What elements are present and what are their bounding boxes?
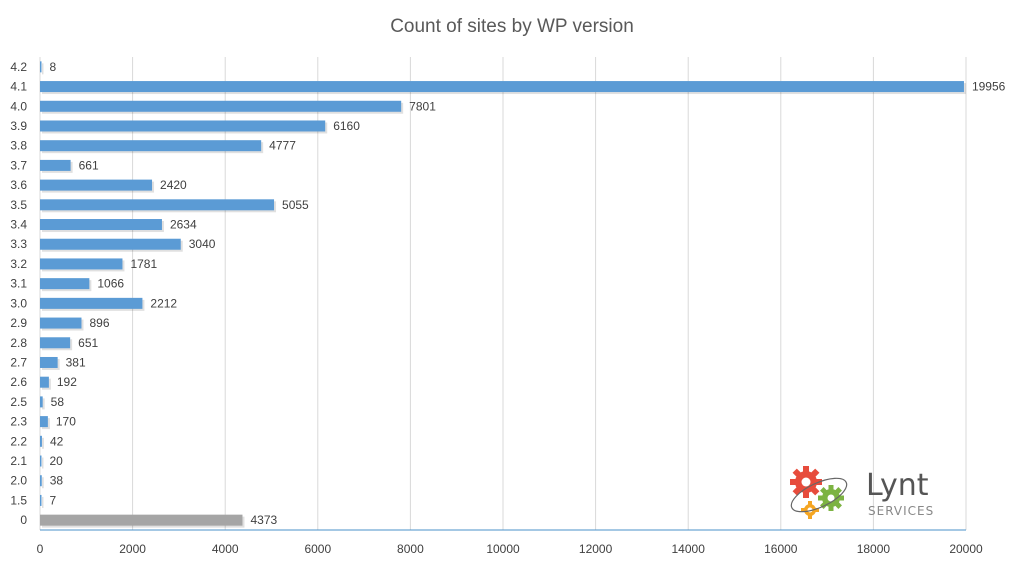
data-label: 19956 [972,80,1006,94]
category-label: 3.6 [10,178,27,192]
bar [40,219,162,231]
x-tick-label: 10000 [486,542,520,556]
data-label: 7801 [409,99,436,113]
data-label: 6160 [333,119,360,133]
category-label: 3.9 [10,119,27,133]
data-label: 2634 [170,218,197,232]
bar [40,396,43,408]
bar [40,61,42,73]
bar [40,455,42,467]
bar [40,238,181,250]
bar [40,258,123,270]
category-label: 3.5 [10,198,27,212]
x-tick-label: 0 [37,542,44,556]
x-tick-label: 8000 [397,542,424,556]
bar [40,297,143,309]
data-label: 7 [50,493,57,507]
data-label: 3040 [189,237,216,251]
bar [40,317,82,329]
data-label: 38 [50,474,64,488]
category-label: 2.6 [10,375,27,389]
x-tick-label: 12000 [579,542,613,556]
data-label: 1781 [130,257,157,271]
category-label: 2.1 [10,454,27,468]
bar [40,159,71,171]
data-label: 2420 [160,178,187,192]
category-label: 3.2 [10,257,27,271]
category-label: 3.1 [10,277,27,291]
data-label: 42 [50,434,64,448]
bar [40,416,48,428]
category-label: 2.8 [10,336,27,350]
logo-brand-text: Lynt [866,468,929,503]
x-tick-label: 14000 [672,542,706,556]
category-label: 2.9 [10,316,27,330]
bar [40,356,58,368]
category-label: 4.0 [10,99,27,113]
data-label: 5055 [282,198,309,212]
x-tick-label: 18000 [857,542,891,556]
bar-shadow [42,398,45,410]
chart-title: Count of sites by WP version [390,16,634,37]
category-label: 0 [20,513,27,527]
bar [40,475,42,487]
data-label: 4373 [250,513,277,527]
category-label: 2.5 [10,395,27,409]
data-label: 381 [66,355,86,369]
x-tick-label: 4000 [212,542,239,556]
category-label: 2.2 [10,434,27,448]
bar-shadow [42,457,44,469]
category-label: 1.5 [10,493,27,507]
data-label: 896 [89,316,109,330]
gears-icon [790,466,848,519]
bar [40,100,402,112]
bar [40,278,90,290]
x-tick-label: 20000 [949,542,983,556]
bar-shadow [42,63,44,75]
bar [40,376,49,388]
data-label: 651 [78,336,98,350]
bar [40,435,42,447]
x-tick-label: 6000 [304,542,331,556]
data-label: 1066 [97,277,124,291]
category-label: 2.0 [10,474,27,488]
bar [40,140,262,152]
bar [40,81,964,93]
category-label: 3.7 [10,158,27,172]
x-tick-label: 16000 [764,542,798,556]
x-tick-label: 2000 [119,542,146,556]
bar [40,337,71,349]
bar [40,179,153,191]
bar [40,199,275,211]
bar-shadow [42,437,44,449]
bar [40,120,326,132]
category-label: 2.7 [10,355,27,369]
logo-sub-text: SERVICES [868,504,935,518]
lynt-logo: Lynt SERVICES [786,462,976,524]
category-label: 3.8 [10,139,27,153]
bar [40,494,42,506]
category-label: 4.1 [10,80,27,94]
bar-shadow [42,496,44,508]
category-label: 4.2 [10,60,27,74]
category-label: 2.3 [10,415,27,429]
category-label: 3.4 [10,218,27,232]
data-label: 58 [51,395,65,409]
data-label: 2212 [150,296,177,310]
data-label: 192 [57,375,77,389]
category-label: 3.0 [10,296,27,310]
data-label: 20 [50,454,64,468]
data-label: 170 [56,415,76,429]
data-label: 661 [79,158,99,172]
data-label: 4777 [269,139,296,153]
data-label: 8 [50,60,57,74]
category-label: 3.3 [10,237,27,251]
bar [40,514,243,526]
bar-shadow [42,477,44,489]
